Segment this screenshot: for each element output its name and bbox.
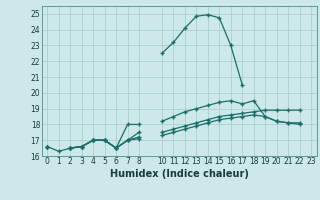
X-axis label: Humidex (Indice chaleur): Humidex (Indice chaleur) — [110, 169, 249, 179]
